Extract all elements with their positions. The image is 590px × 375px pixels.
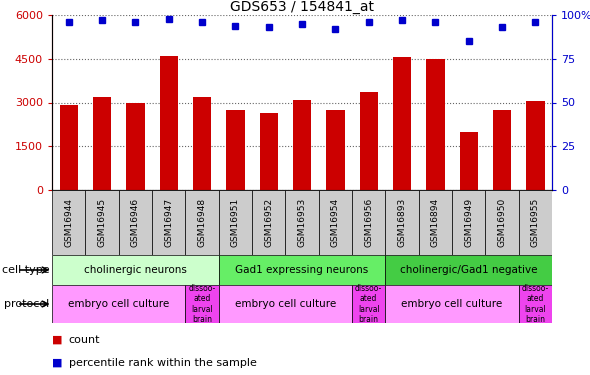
Text: GSM16953: GSM16953 xyxy=(297,198,306,247)
Bar xyxy=(519,285,552,323)
Title: GDS653 / 154841_at: GDS653 / 154841_at xyxy=(230,0,374,14)
Bar xyxy=(219,255,385,285)
Text: cholinergic/Gad1 negative: cholinergic/Gad1 negative xyxy=(400,265,537,275)
Text: GSM16946: GSM16946 xyxy=(131,198,140,247)
Bar xyxy=(393,57,411,190)
Bar xyxy=(486,190,519,255)
Bar xyxy=(52,285,185,323)
Text: GSM16894: GSM16894 xyxy=(431,198,440,247)
Text: ■: ■ xyxy=(52,357,63,368)
Bar xyxy=(419,190,452,255)
Bar xyxy=(193,97,211,190)
Bar xyxy=(226,110,244,190)
Bar xyxy=(319,190,352,255)
Text: dissoo-
ated
larval
brain: dissoo- ated larval brain xyxy=(355,284,382,324)
Bar xyxy=(352,285,385,323)
Text: GSM16951: GSM16951 xyxy=(231,198,240,247)
Text: count: count xyxy=(68,335,100,345)
Text: ■: ■ xyxy=(52,335,63,345)
Bar xyxy=(185,285,219,323)
Bar xyxy=(60,105,78,190)
Bar xyxy=(493,110,511,190)
Bar xyxy=(385,190,419,255)
Text: percentile rank within the sample: percentile rank within the sample xyxy=(68,357,257,368)
Bar xyxy=(359,92,378,190)
Bar xyxy=(293,100,311,190)
Text: GSM16952: GSM16952 xyxy=(264,198,273,247)
Text: GSM16893: GSM16893 xyxy=(398,198,407,247)
Bar xyxy=(260,113,278,190)
Text: GSM16947: GSM16947 xyxy=(164,198,173,247)
Bar xyxy=(426,59,444,190)
Bar xyxy=(519,190,552,255)
Bar xyxy=(119,190,152,255)
Bar xyxy=(219,285,352,323)
Text: embryo cell culture: embryo cell culture xyxy=(68,299,169,309)
Bar xyxy=(526,101,545,190)
Text: Gad1 expressing neurons: Gad1 expressing neurons xyxy=(235,265,369,275)
Bar xyxy=(219,190,252,255)
Text: GSM16949: GSM16949 xyxy=(464,198,473,247)
Bar xyxy=(252,190,286,255)
Bar xyxy=(385,255,552,285)
Bar xyxy=(326,110,345,190)
Text: embryo cell culture: embryo cell culture xyxy=(235,299,336,309)
Text: dissoo-
ated
larval
brain: dissoo- ated larval brain xyxy=(188,284,215,324)
Bar xyxy=(286,190,319,255)
Bar xyxy=(385,285,519,323)
Text: cell type: cell type xyxy=(2,265,50,275)
Bar xyxy=(159,56,178,190)
Text: GSM16950: GSM16950 xyxy=(497,198,506,247)
Text: GSM16948: GSM16948 xyxy=(198,198,206,247)
Text: GSM16954: GSM16954 xyxy=(331,198,340,247)
Bar xyxy=(126,102,145,190)
Text: dissoo-
ated
larval
brain: dissoo- ated larval brain xyxy=(522,284,549,324)
Text: cholinergic neurons: cholinergic neurons xyxy=(84,265,187,275)
Bar xyxy=(185,190,219,255)
Bar xyxy=(52,255,219,285)
Text: GSM16945: GSM16945 xyxy=(97,198,107,247)
Text: GSM16956: GSM16956 xyxy=(364,198,373,247)
Bar xyxy=(93,97,111,190)
Bar xyxy=(460,132,478,190)
Bar xyxy=(86,190,119,255)
Text: protocol: protocol xyxy=(4,299,50,309)
Bar xyxy=(52,190,86,255)
Text: embryo cell culture: embryo cell culture xyxy=(401,299,503,309)
Bar xyxy=(452,190,486,255)
Bar xyxy=(352,190,385,255)
Text: GSM16955: GSM16955 xyxy=(531,198,540,247)
Bar xyxy=(152,190,185,255)
Text: GSM16944: GSM16944 xyxy=(64,198,73,247)
